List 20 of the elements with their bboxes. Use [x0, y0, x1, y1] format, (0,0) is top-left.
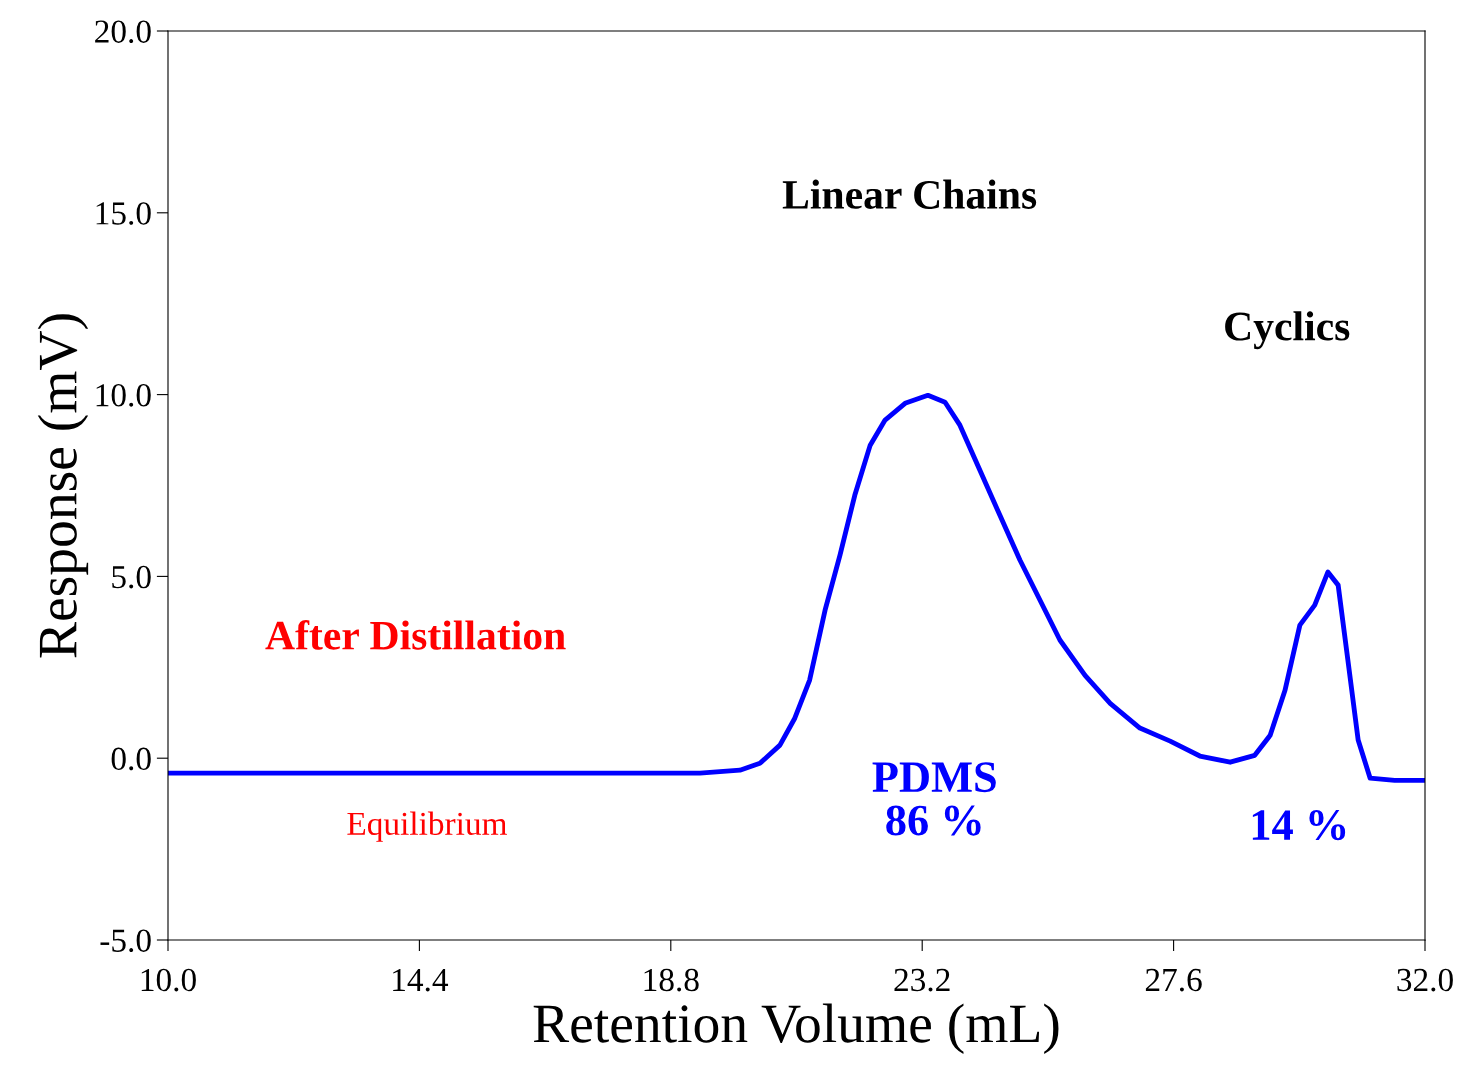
y-tick-label: 15.0: [96, 202, 151, 225]
x-tick-label: 14.4: [393, 968, 449, 992]
x-tick-label: 27.6: [1145, 968, 1202, 992]
y-tick-label: 5.0: [112, 565, 151, 589]
x-axis-title: Retention Volume (mL): [533, 1003, 1059, 1054]
y-axis-title: Response (mV): [37, 314, 89, 658]
annotation: After Distillation: [265, 620, 566, 650]
x-tick-label: 23.2: [894, 968, 950, 992]
y-tick-label: 20.0: [95, 20, 151, 44]
x-tick-label: 32.0: [1397, 968, 1453, 992]
annotation: Linear Chains: [782, 179, 1037, 209]
y-tick-label: -5.0: [100, 929, 151, 953]
x-tick-label: 18.8: [644, 968, 699, 992]
annotation: PDMS 86 %: [872, 762, 996, 836]
annotation: Equilibrium: [347, 811, 507, 842]
annotation: 14 %: [1252, 810, 1346, 841]
x-tick-label: 10.0: [141, 968, 196, 992]
annotation: Cyclics: [1225, 311, 1350, 350]
y-tick-label: 0.0: [111, 747, 151, 771]
y-tick-label: 10.0: [96, 384, 151, 407]
